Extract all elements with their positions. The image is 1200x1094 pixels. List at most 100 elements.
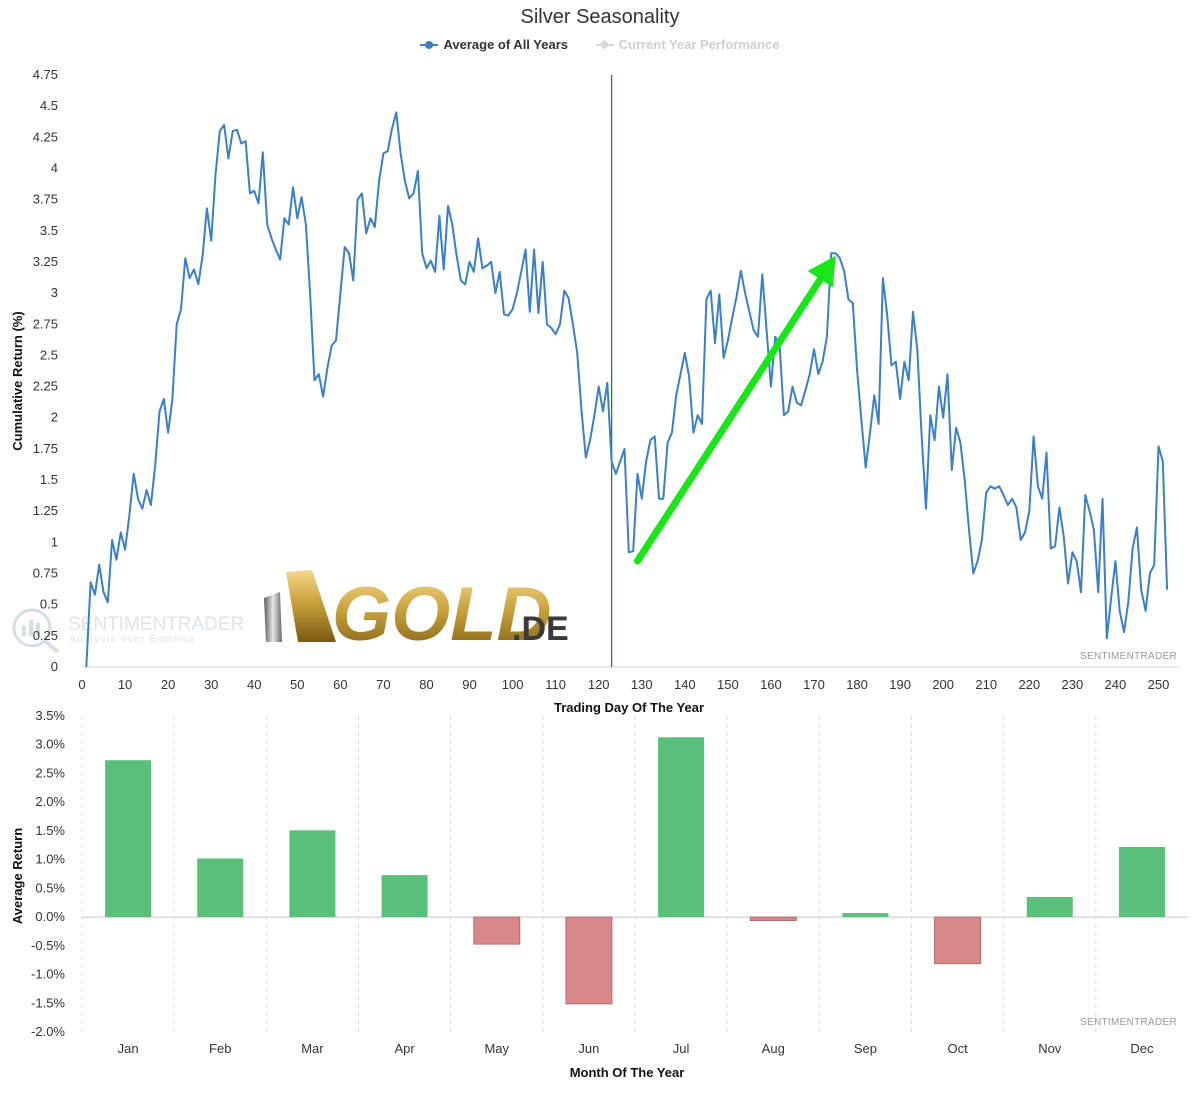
sentimentrader-tagline: Analysis over Emotion: [69, 634, 195, 645]
x-tick-label: 80: [419, 677, 433, 692]
y-tick-label: 3.25: [33, 254, 58, 269]
y-tick-label: 4: [51, 160, 58, 175]
bar-sep: [842, 913, 889, 918]
gold-brand-text: GOLD: [332, 572, 552, 657]
bar-oct: [934, 916, 982, 965]
bar-apr: [381, 875, 428, 918]
y-tick-label: 0.5%: [35, 880, 65, 895]
y-tick-label: 0.75: [33, 566, 58, 581]
y-tick-label: 1.0%: [35, 852, 65, 867]
legend: Average of All Years Current Year Perfor…: [0, 37, 1200, 53]
x-tick-label: Mar: [301, 1041, 324, 1056]
x-axis-title: Trading Day Of The Year: [554, 700, 704, 715]
credit-label-top: SENTIMENTRADER: [1080, 651, 1177, 662]
y-tick-label: 1.5%: [35, 823, 65, 838]
y-tick-label: 1.25: [33, 503, 58, 518]
legend-item-current[interactable]: Current Year Performance: [595, 37, 780, 52]
line-chart: 0 0.25 0.5 0.75 1 1.25 1.5 1.75 2 2.25 2.5 2.75 3 3.2…: [10, 67, 1180, 715]
x-tick-label: Jul: [673, 1041, 690, 1056]
y-tick-label: -1.5%: [31, 995, 65, 1010]
legend-item-average[interactable]: Average of All Years: [420, 37, 568, 52]
y-tick-label: 0.25: [33, 628, 58, 643]
bar-jan: [105, 760, 152, 918]
x-tick-label: Jan: [118, 1041, 139, 1056]
bar-feb: [197, 858, 244, 918]
gold-bars-icon: [264, 570, 336, 642]
y-tick-label: 3.0%: [35, 737, 65, 752]
bar-aug: [749, 916, 797, 922]
y-tick-label: -0.5%: [31, 938, 65, 953]
x-tick-label: 170: [803, 677, 825, 692]
y-tick-label: 2.0%: [35, 794, 65, 809]
x-tick-label: 120: [588, 677, 610, 692]
bar-jul: [658, 737, 705, 918]
gold-tld-text: .DE: [512, 610, 569, 648]
y-axis-title: Cumulative Return (%): [10, 311, 25, 450]
x-tick-label: 190: [889, 677, 911, 692]
y-tick-label: 4.25: [33, 129, 58, 144]
x-tick-label: 100: [502, 677, 524, 692]
y-tick-label: 1: [51, 534, 58, 549]
x-tick-label: 40: [247, 677, 261, 692]
x-tick-label: 70: [376, 677, 390, 692]
y-tick-label: 3.5: [40, 223, 58, 238]
sentimentrader-watermark: SENTIMENTRADER Analysis over Emotion: [12, 608, 244, 654]
x-tick-label: May: [484, 1041, 509, 1056]
bar-dec: [1118, 846, 1165, 918]
y-tick-label: 4.75: [33, 67, 58, 82]
y-tick-label: 3.5%: [35, 708, 65, 723]
y-tick-label: 3.75: [33, 192, 58, 207]
x-tick-label: 50: [290, 677, 304, 692]
x-tick-label: 20: [161, 677, 175, 692]
y-tick-label: 3: [51, 285, 58, 300]
diamond-marker-icon: [595, 40, 614, 50]
x-tick-label: Aug: [762, 1041, 785, 1056]
bar-nov: [1026, 896, 1073, 918]
x-tick-label: 0: [78, 677, 85, 692]
x-tick-label: 230: [1062, 677, 1084, 692]
x-tick-label: 130: [631, 677, 653, 692]
x-tick-label: Dec: [1130, 1041, 1154, 1056]
magnifier-chart-icon: [12, 608, 60, 654]
x-tick-label: Jun: [578, 1041, 599, 1056]
y-tick-label: 1.75: [33, 441, 58, 456]
x-tick-label: 200: [932, 677, 954, 692]
y-tick-label: -1.0%: [31, 967, 65, 982]
x-tick-label: 240: [1105, 677, 1127, 692]
bar-chart: -2.0% -1.5% -1.0% -0.5% 0.0% 0.5% 1.0% 1.5% 2.0%…: [10, 708, 1188, 1080]
bar-jun: [565, 916, 613, 1005]
y-tick-label: 1.5: [40, 472, 58, 487]
y-tick-label: 2.5%: [35, 765, 65, 780]
line-marker-icon: [420, 40, 439, 50]
y-tick-label: 2.25: [33, 379, 58, 394]
x-axis-title: Month Of The Year: [570, 1065, 685, 1080]
legend-label-average: Average of All Years: [443, 37, 568, 52]
x-tick-label: 140: [674, 677, 696, 692]
x-tick-label: 250: [1148, 677, 1170, 692]
x-tick-label: 210: [975, 677, 997, 692]
x-tick-label: 220: [1018, 677, 1040, 692]
x-tick-label: 10: [118, 677, 132, 692]
x-tick-label: 160: [760, 677, 782, 692]
credit-label-bottom: SENTIMENTRADER: [1080, 1017, 1177, 1028]
y-tick-label: 2: [51, 410, 58, 425]
x-tick-label: Feb: [209, 1041, 231, 1056]
y-tick-label: 0.0%: [35, 909, 65, 924]
x-tick-label: Oct: [947, 1041, 968, 1056]
y-tick-label: -2.0%: [31, 1024, 65, 1039]
y-axis-title: Average Return: [10, 828, 25, 924]
x-tick-label: Nov: [1038, 1041, 1062, 1056]
sentimentrader-logo-text: SENTIMENTRADER: [68, 614, 244, 635]
y-tick-label: 2.75: [33, 316, 58, 331]
trend-arrow-head: [807, 255, 836, 288]
bar-mar: [289, 830, 336, 918]
series-line-average: [85, 111, 1169, 668]
x-tick-label: 180: [846, 677, 868, 692]
bar-may: [473, 916, 521, 945]
x-tick-label: Sep: [854, 1041, 877, 1056]
chart-title: Silver Seasonality: [520, 6, 680, 28]
y-tick-label: 2.5: [40, 347, 58, 362]
x-tick-label: 150: [717, 677, 739, 692]
gold-de-watermark: GOLD .DE: [264, 570, 569, 657]
